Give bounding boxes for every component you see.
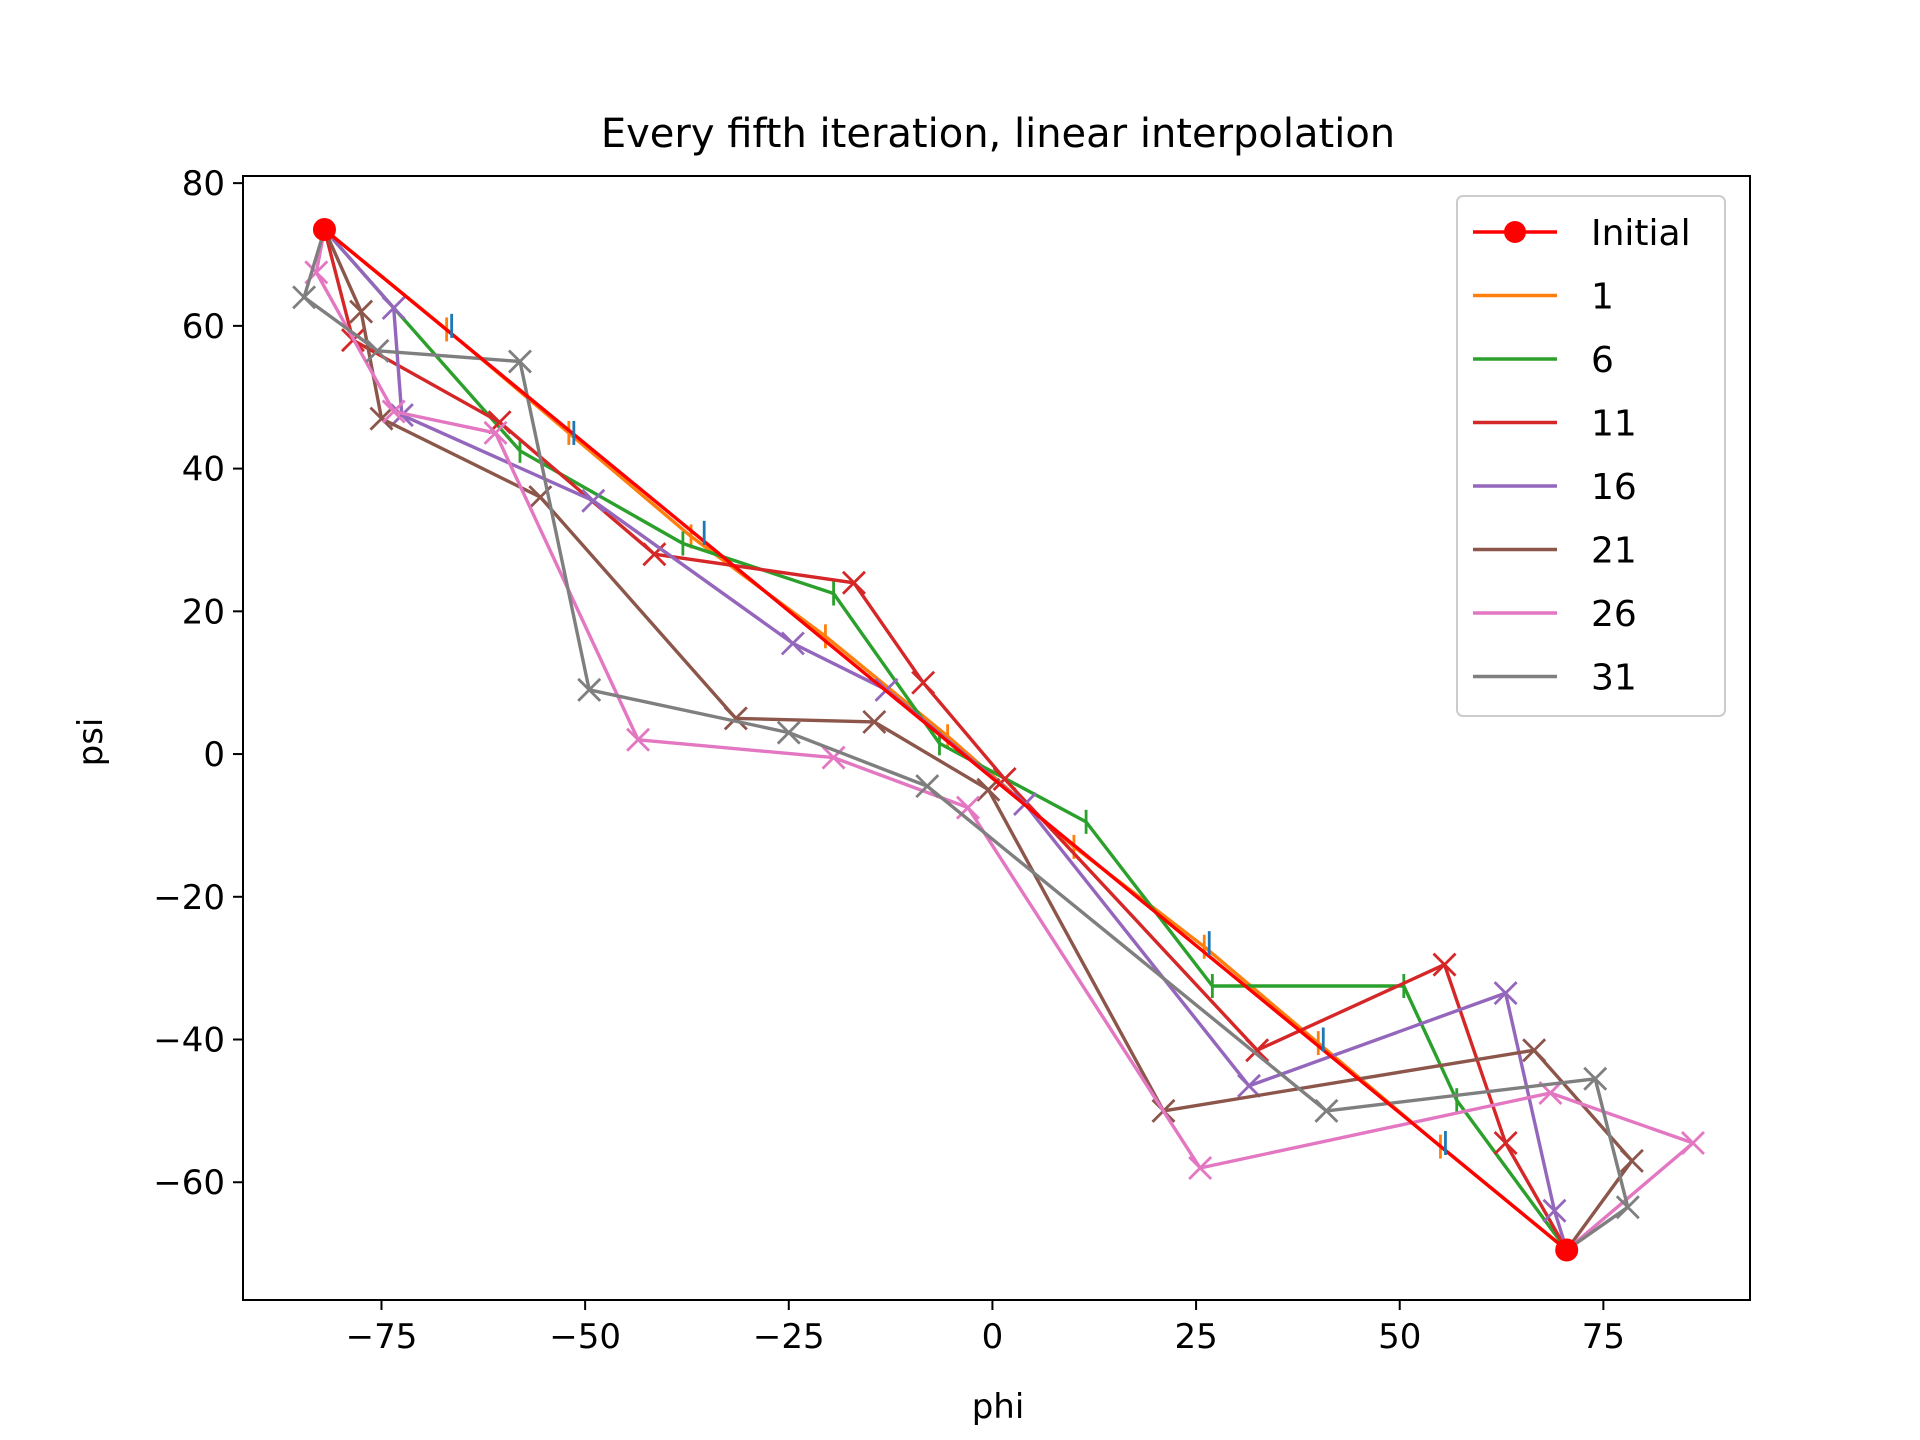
legend-item-1: 1 — [1473, 277, 1614, 318]
data-point — [1542, 1198, 1567, 1223]
data-point — [1493, 1131, 1518, 1155]
data-point — [1522, 1038, 1547, 1063]
legend-label: Initial — [1591, 213, 1691, 254]
data-point — [1619, 1148, 1644, 1173]
data-point — [1432, 952, 1457, 977]
series-line — [323, 228, 1569, 1252]
y-axis-label: psi — [71, 718, 111, 767]
data-point — [642, 542, 667, 567]
legend-box — [1456, 195, 1726, 717]
axes-frame — [242, 175, 1751, 1301]
data-point — [776, 720, 801, 745]
data-point — [389, 403, 414, 428]
data-point — [369, 406, 394, 431]
data-point — [312, 218, 336, 242]
x-tick-label: −75 — [346, 1317, 418, 1357]
data-point — [992, 767, 1017, 792]
series-26 — [304, 229, 1705, 1252]
legend-label: 21 — [1591, 531, 1637, 572]
data-point — [841, 570, 866, 595]
chart-title: Every fifth iteration, linear interpolat… — [601, 111, 1395, 157]
plot-area — [292, 218, 1705, 1262]
y-tick-label: 40 — [182, 450, 225, 490]
legend-label: 11 — [1591, 404, 1637, 445]
data-point — [349, 299, 374, 324]
axes: −75 −50 −25 0 25 50 75 −60 −40 −20 0 20 40 60 80 — [153, 164, 1751, 1357]
legend-item-26: 26 — [1473, 594, 1637, 635]
legend-item-initial: Initial — [1473, 213, 1691, 254]
series-6 — [323, 228, 1569, 1252]
legend-label: 1 — [1591, 277, 1614, 318]
legend-item-11: 11 — [1473, 404, 1637, 445]
data-point — [1237, 1073, 1262, 1098]
data-point — [1245, 1038, 1270, 1063]
data-point — [381, 296, 406, 321]
data-point — [821, 745, 846, 770]
data-point — [915, 774, 940, 799]
legend-label: 31 — [1591, 658, 1637, 699]
data-point — [911, 670, 936, 695]
data-point — [483, 420, 508, 445]
legend-item-21: 21 — [1473, 531, 1637, 572]
data-point — [1493, 981, 1518, 1006]
y-tick-label: −40 — [153, 1021, 225, 1061]
data-point — [723, 706, 748, 731]
series-initial — [312, 218, 1579, 1262]
extra-markers — [450, 313, 1447, 1155]
data-point — [1188, 1155, 1213, 1180]
data-point — [381, 399, 406, 424]
data-point — [780, 631, 805, 656]
data-point — [292, 285, 317, 310]
x-tick-label: 0 — [982, 1317, 1004, 1357]
legend-item-31: 31 — [1473, 658, 1637, 699]
legend-item-16: 16 — [1473, 467, 1637, 508]
legend-item-6: 6 — [1473, 340, 1614, 381]
data-point — [626, 727, 651, 752]
x-tick-label: 75 — [1582, 1317, 1625, 1357]
legend-marker — [1504, 221, 1526, 243]
legend-label: 16 — [1591, 467, 1637, 508]
y-tick-label: 20 — [182, 592, 225, 632]
data-point — [1555, 1238, 1579, 1262]
legend-label: 6 — [1591, 340, 1614, 381]
y-tick-label: −60 — [153, 1163, 225, 1203]
y-tick-label: −20 — [153, 878, 225, 918]
x-tick-label: −25 — [753, 1317, 825, 1357]
y-tick-label: 0 — [203, 735, 225, 775]
x-axis-label: phi — [972, 1387, 1025, 1427]
y-tick-label: 60 — [182, 307, 225, 347]
data-point — [1314, 1098, 1339, 1123]
data-point — [1583, 1066, 1608, 1091]
legend-label: 26 — [1591, 594, 1637, 635]
data-point — [1680, 1131, 1705, 1155]
x-tick-label: −50 — [549, 1317, 621, 1357]
data-point — [507, 349, 532, 374]
series-31 — [292, 229, 1640, 1252]
data-point — [577, 677, 602, 702]
data-point — [581, 488, 606, 513]
x-tick-label: 25 — [1174, 1317, 1217, 1357]
y-tick-label: 80 — [182, 164, 225, 204]
data-point — [862, 709, 887, 734]
data-point — [1615, 1195, 1640, 1220]
x-tick-label: 50 — [1378, 1317, 1421, 1357]
series-line — [323, 228, 1568, 1252]
data-point — [365, 338, 390, 363]
